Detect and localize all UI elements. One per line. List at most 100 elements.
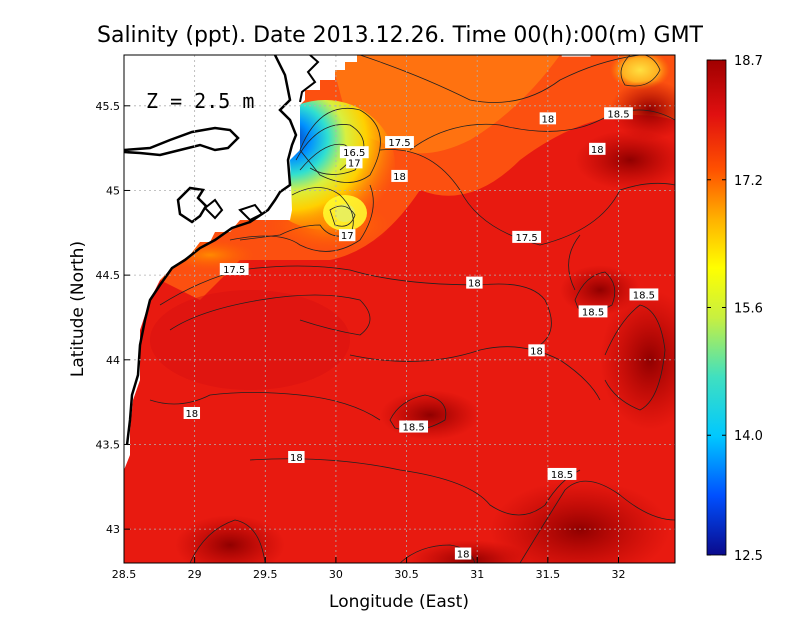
depth-label: Z = 2.5 m — [146, 89, 254, 113]
colorbar: 12.5 14.0 15.6 17.2 18.7 — [706, 54, 763, 564]
contour-label: 18 — [454, 547, 472, 561]
land-area — [124, 55, 357, 470]
contour-label: 17.5 — [385, 136, 414, 149]
contour-label: 18 — [391, 169, 408, 183]
contour-label: 18.5 — [561, 47, 591, 58]
contour-label-box — [539, 112, 557, 125]
contour-label-text: 18 — [541, 114, 554, 125]
contour-label-text: 17 — [341, 231, 354, 242]
lake-outline-3 — [203, 198, 224, 220]
y-tick-label: 45.5 — [96, 100, 121, 113]
lake-outline-4 — [238, 203, 264, 222]
contour-label: 18.5 — [399, 420, 429, 434]
colorbar-tick-label: 12.5 — [734, 549, 763, 564]
contour-label-text: 17.5 — [223, 265, 245, 276]
contour-label: 18.5 — [604, 107, 633, 120]
x-tick-label: 32 — [611, 568, 625, 581]
contour-label-box — [512, 230, 542, 243]
x-tick-label: 31 — [470, 568, 484, 581]
contour-label-box — [385, 136, 414, 149]
lake-outline-1 — [124, 126, 240, 157]
contour-line — [379, 149, 675, 246]
contour-label-box — [547, 467, 577, 480]
contour-label-box — [528, 344, 545, 357]
contour-label-box — [578, 305, 608, 318]
contour-line — [568, 234, 581, 291]
contour-line — [329, 205, 356, 227]
contour-label-box — [561, 55, 591, 57]
x-tick-label: 30 — [329, 568, 343, 581]
contour-label: 18 — [539, 112, 557, 125]
contour-label-text: 18.5 — [551, 470, 573, 481]
x-tick-label: 28.5 — [112, 568, 137, 581]
contour-line — [229, 184, 374, 252]
contour-line — [519, 480, 675, 563]
colorbar-tick-label: 18.7 — [734, 54, 763, 69]
contour-line — [189, 519, 266, 563]
contour-label: 18 — [466, 276, 483, 290]
contour-label: 17.5 — [512, 230, 542, 244]
contour-label-box — [399, 420, 429, 433]
contour-label-text: 18.5 — [582, 307, 604, 318]
y-tick-label: 45 — [106, 184, 120, 197]
contour-label: 17 — [339, 229, 356, 242]
contour-label: 18 — [528, 344, 545, 357]
contour-line — [249, 458, 581, 516]
contour-label-box — [604, 107, 633, 120]
y-tick-label: 43.5 — [96, 438, 121, 451]
plot-frame — [123, 54, 676, 564]
contour-line — [169, 294, 371, 336]
contour-label: 16.5 — [339, 146, 369, 159]
y-tick-label: 44 — [106, 354, 120, 367]
contour-line — [299, 108, 381, 183]
y-tick-label: 43 — [106, 523, 120, 536]
contour-line — [295, 124, 365, 175]
contour-label-text: 18 — [530, 346, 543, 357]
contour-label-text: 18 — [290, 453, 303, 464]
x-tick-label: 29 — [188, 568, 202, 581]
contour-line — [359, 55, 641, 103]
colorbar-tick-label: 14.0 — [734, 429, 763, 444]
x-tick-label: 29.5 — [253, 568, 278, 581]
contour-label-text: 17.5 — [516, 233, 538, 244]
coastline — [125, 55, 298, 446]
contour-label-box — [339, 229, 356, 242]
y-axis: 43 43.5 44 44.5 45 45.5 — [96, 100, 130, 536]
contour-label-text: 18 — [393, 172, 406, 183]
contour-label-text: 18.5 — [565, 47, 587, 58]
x-tick-label: 31.5 — [536, 568, 561, 581]
colorbar-tick-label: 17.2 — [734, 174, 763, 189]
grid — [124, 55, 675, 563]
contour-label-box — [391, 169, 408, 182]
contour-label-box — [466, 276, 483, 289]
contour-line — [409, 109, 675, 151]
chart-title: Salinity (ppt). Date 2013.12.26. Time 00… — [97, 23, 704, 48]
contour-label-text: 18 — [591, 145, 604, 156]
contour-label-box — [454, 547, 472, 560]
contour-label-box — [183, 406, 201, 419]
contour-label-box — [339, 146, 369, 159]
contour-label-text: 18.5 — [402, 423, 424, 434]
contour-line — [620, 55, 661, 87]
contour-label-text: 18.5 — [633, 290, 655, 301]
contour-label: 18.5 — [629, 288, 659, 301]
contour-label-text: 18.5 — [607, 109, 629, 120]
contour-label: 18.5 — [578, 305, 608, 318]
contour-label-box — [629, 288, 659, 301]
x-axis: 28.5 29 29.5 30 30.5 31 31.5 32 — [112, 557, 625, 581]
y-axis-title: Latitude (North) — [68, 241, 88, 377]
contour-label-text: 18 — [457, 550, 470, 561]
contour-label: 18 — [288, 451, 305, 464]
contour-line — [604, 304, 666, 411]
contour-line — [149, 392, 381, 421]
contour-label: 17 — [346, 156, 363, 169]
contour-label-box — [589, 142, 606, 155]
land-mask — [124, 55, 357, 470]
coastline-detail — [299, 55, 320, 103]
contour-label: 17.5 — [219, 263, 249, 276]
contour-label-text: 17.5 — [388, 138, 410, 149]
contour-label-box — [219, 263, 249, 276]
contour-label-box — [288, 451, 305, 464]
